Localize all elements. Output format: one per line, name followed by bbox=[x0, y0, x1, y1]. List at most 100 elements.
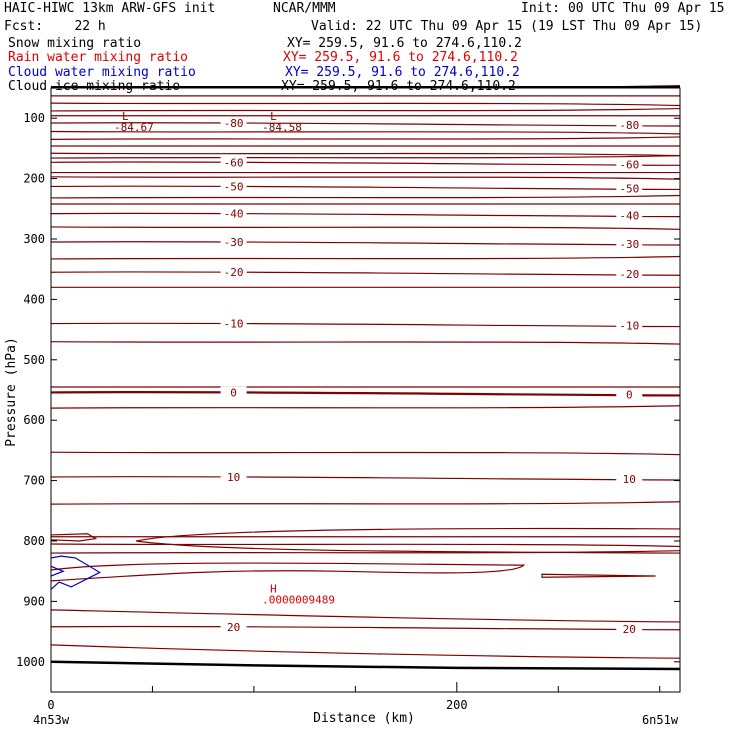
label-bg bbox=[220, 156, 247, 169]
isotherm-line bbox=[50, 255, 681, 260]
isotherm-line bbox=[50, 176, 681, 180]
isotherm-line bbox=[50, 155, 681, 159]
isotherm-line bbox=[50, 130, 681, 135]
moist-contour bbox=[50, 562, 526, 582]
isotherm-label: -40 bbox=[619, 210, 639, 223]
label-bg bbox=[616, 472, 643, 485]
label-bg bbox=[220, 470, 247, 483]
isotherm-line bbox=[50, 476, 681, 481]
extremum-value: -84.58 bbox=[262, 121, 302, 134]
isotherm-label: 0 bbox=[626, 388, 633, 401]
label-bg bbox=[220, 266, 247, 279]
label-bg bbox=[220, 386, 247, 399]
isotherm-label: -30 bbox=[224, 236, 244, 249]
field-cloudwater-xy: XY= 259.5, 91.6 to 274.6,110.2 bbox=[285, 65, 520, 80]
label-bg bbox=[220, 117, 247, 130]
surface-line bbox=[50, 660, 681, 671]
cloudwater-contour bbox=[50, 565, 65, 577]
field-rain-xy: XY= 259.5, 91.6 to 274.6,110.2 bbox=[283, 50, 518, 65]
label-bg bbox=[616, 158, 643, 171]
label-bg bbox=[616, 319, 643, 332]
isotherm-label: 10 bbox=[623, 473, 636, 486]
isotherm-label: -50 bbox=[619, 182, 639, 195]
extremum-marker: L bbox=[270, 110, 277, 123]
y-tick-label: 100 bbox=[23, 111, 45, 125]
label-bg bbox=[616, 119, 643, 132]
endpoint-right-label: 6n51w bbox=[642, 713, 679, 727]
isotherm-label: 20 bbox=[623, 623, 636, 636]
y-tick-label: 800 bbox=[23, 534, 45, 548]
label-bg bbox=[616, 622, 643, 635]
isotherm-label: -50 bbox=[224, 180, 244, 193]
misc-layer: L-84.67L-84.58H.0000009489 bbox=[114, 110, 335, 606]
plot-frame bbox=[50, 87, 681, 693]
model-title: HAIC-HIWC 13km ARW-GFS init bbox=[4, 1, 216, 16]
y-tick-label: 300 bbox=[23, 232, 45, 246]
field-snow-xy: XY= 259.5, 91.6 to 274.6,110.2 bbox=[287, 36, 522, 51]
isotherm-label: -20 bbox=[224, 266, 244, 279]
y-tick-label: 200 bbox=[23, 172, 45, 186]
isotherm-line bbox=[50, 271, 681, 276]
isotherm-line bbox=[50, 241, 681, 246]
org-label: NCAR/MMM bbox=[273, 1, 336, 16]
isotherm-label: 20 bbox=[227, 621, 240, 634]
isotherm-line bbox=[50, 405, 681, 409]
endpoint-left-label: 4n53w bbox=[33, 713, 70, 727]
isotherm-line bbox=[50, 136, 681, 140]
extremum-value: -84.67 bbox=[114, 121, 154, 134]
isotherm-label: -10 bbox=[224, 318, 244, 331]
isotherm-line bbox=[50, 550, 681, 554]
isotherm-line bbox=[50, 625, 681, 631]
moist-contour bbox=[541, 573, 656, 578]
moist-contour bbox=[136, 540, 681, 554]
isotherm-line bbox=[50, 543, 681, 548]
isotherm-line bbox=[50, 341, 681, 345]
isotherm-line bbox=[50, 107, 681, 112]
isotherm-line bbox=[50, 152, 681, 157]
label-bg bbox=[220, 207, 247, 220]
extremum-value: .0000009489 bbox=[262, 593, 335, 606]
isotherm-label: -40 bbox=[224, 208, 244, 221]
moist-contour bbox=[50, 533, 98, 542]
label-bg bbox=[220, 317, 247, 330]
isotherm-line bbox=[50, 644, 681, 659]
isotherm-label: -20 bbox=[619, 268, 639, 281]
isotherm-label: -60 bbox=[619, 158, 639, 171]
isotherm-label: -10 bbox=[619, 320, 639, 333]
field-rain-name: Rain water mixing ratio bbox=[8, 50, 189, 65]
field-snow-name: Snow mixing ratio bbox=[8, 36, 142, 51]
label-bg bbox=[616, 238, 643, 251]
isotherm-line bbox=[50, 122, 681, 127]
isotherm-label: 10 bbox=[227, 471, 240, 484]
isotherm-line bbox=[50, 322, 681, 328]
y-axis-label: Pressure (hPa) bbox=[4, 337, 19, 447]
field-cloudwater-name: Cloud water mixing ratio bbox=[8, 65, 196, 80]
isotherm-line bbox=[50, 451, 681, 456]
label-bg bbox=[220, 236, 247, 249]
isotherm-line bbox=[50, 609, 681, 623]
isotherm-line bbox=[50, 194, 681, 199]
x-tick-label: 0 bbox=[47, 698, 54, 712]
init-time: Init: 00 UTC Thu 09 Apr 15 bbox=[521, 1, 725, 16]
isotherm-line bbox=[50, 185, 681, 191]
isotherm-line bbox=[50, 226, 681, 230]
moist-contour bbox=[136, 527, 681, 542]
forecast-hour: Fcst: 22 h bbox=[4, 19, 106, 34]
isotherm-line bbox=[50, 102, 681, 107]
isotherm-line bbox=[50, 390, 681, 397]
y-tick-label: 900 bbox=[23, 594, 45, 608]
label-bg bbox=[616, 388, 643, 401]
label-bg bbox=[220, 620, 247, 633]
isotherm-label: 0 bbox=[230, 386, 237, 399]
x-tick-label: 200 bbox=[446, 698, 468, 712]
extremum-marker: L bbox=[122, 110, 129, 123]
valid-time: Valid: 22 UTC Thu 09 Apr 15 (19 LST Thu … bbox=[311, 19, 703, 34]
y-tick-label: 1000 bbox=[16, 655, 45, 669]
label-bg bbox=[616, 182, 643, 195]
isotherm-line bbox=[50, 212, 681, 218]
isotherm-label: -80 bbox=[619, 119, 639, 132]
y-tick-label: 500 bbox=[23, 353, 45, 367]
extremum-marker: H bbox=[270, 582, 277, 595]
